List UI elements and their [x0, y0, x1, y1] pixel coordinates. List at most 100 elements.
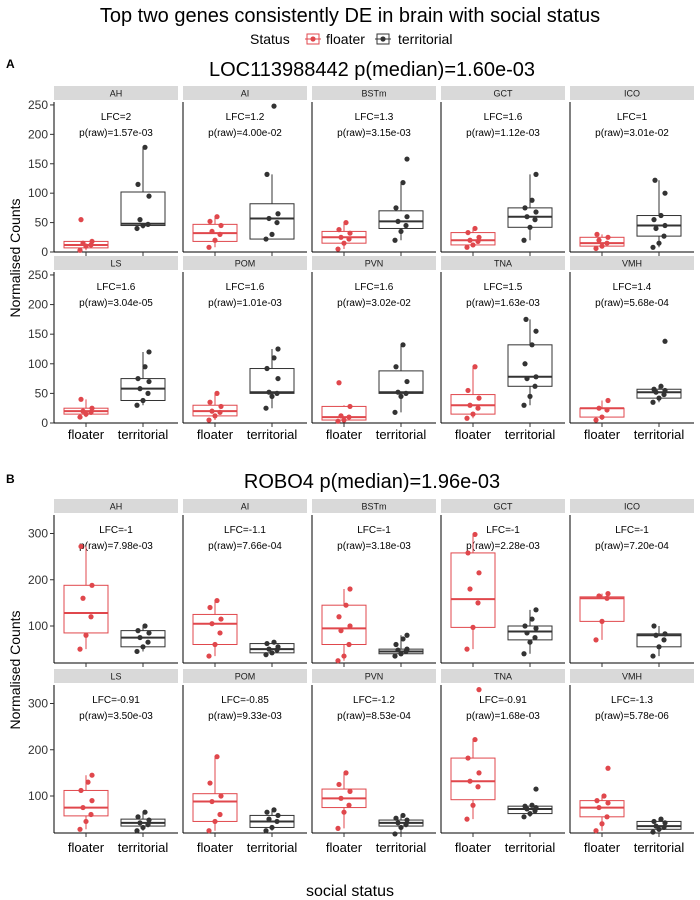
- data-point: [404, 632, 410, 638]
- data-point: [266, 389, 272, 395]
- legend-title: Status: [250, 31, 290, 47]
- data-point: [653, 225, 659, 232]
- data-point: [393, 205, 399, 211]
- y-tick-label: 200: [28, 743, 48, 757]
- facet-b-bstm: BSTm LFC=-1 p(raw)=3.18e-03: [311, 499, 436, 667]
- data-point: [476, 770, 482, 776]
- data-point: [653, 823, 659, 829]
- data-point: [593, 245, 599, 252]
- data-point: [80, 240, 86, 246]
- data-point: [594, 798, 600, 804]
- data-point: [662, 387, 668, 394]
- y-tick-label: 250: [28, 98, 48, 112]
- data-point: [527, 224, 533, 230]
- facet-label: TNA: [494, 672, 512, 682]
- data-point: [605, 800, 611, 806]
- x-tick-label: territorial: [247, 427, 298, 442]
- p-value-label: p(raw)=3.50e-03: [79, 711, 153, 722]
- data-point: [78, 396, 84, 402]
- box-iqr: [321, 604, 367, 645]
- data-point: [464, 816, 470, 822]
- data-point: [142, 144, 148, 150]
- x-tick-label: floater: [584, 427, 621, 442]
- lfc-label: LFC=1.6: [226, 282, 265, 293]
- data-point: [404, 214, 410, 220]
- x-tick-label: territorial: [376, 840, 427, 855]
- data-point: [467, 402, 473, 408]
- data-point: [212, 413, 218, 419]
- panel-b-plot: AH 100 200 300 LFC=-1 p(raw)=7.98e-03 AI LFC=-1…: [28, 499, 694, 855]
- data-point: [264, 171, 270, 177]
- data-point: [476, 570, 482, 576]
- data-point: [658, 816, 664, 822]
- p-value-label: p(raw)=4.00e-02: [208, 128, 282, 139]
- data-point: [661, 233, 667, 239]
- box-floater: [579, 397, 625, 423]
- lfc-label: LFC=-1.2: [353, 695, 395, 706]
- data-point: [347, 403, 353, 410]
- data-point: [596, 593, 602, 599]
- x-axis-label: social status: [306, 883, 394, 900]
- data-point: [269, 393, 275, 399]
- y-tick-label: 300: [28, 527, 48, 541]
- y-tick-label: 50: [35, 216, 49, 230]
- data-point: [656, 240, 662, 246]
- data-point: [275, 375, 281, 382]
- data-point: [605, 591, 611, 597]
- data-point: [134, 828, 140, 834]
- facet-label: AH: [110, 89, 123, 99]
- data-point: [135, 814, 141, 820]
- data-point: [274, 390, 280, 396]
- data-point: [146, 630, 152, 636]
- data-point: [404, 156, 410, 162]
- data-point: [146, 817, 152, 823]
- data-point: [404, 646, 410, 652]
- data-point: [335, 246, 341, 252]
- data-point: [137, 217, 143, 223]
- facet-a-tna: TNA LFC=1.5 p(raw)=1.63e-03 floater territor…: [440, 256, 565, 442]
- facet-label: GCT: [494, 89, 514, 99]
- data-point: [395, 389, 401, 395]
- data-point: [338, 628, 344, 634]
- data-point: [653, 632, 659, 638]
- data-point: [533, 625, 539, 631]
- y-tick-label: 100: [28, 619, 48, 633]
- data-point: [209, 621, 215, 627]
- facet-label: BSTm: [361, 89, 386, 99]
- data-point: [605, 765, 611, 771]
- p-value-label: p(raw)=3.02e-02: [337, 298, 411, 309]
- data-point: [465, 229, 471, 236]
- data-point: [77, 414, 83, 420]
- box-floater: [63, 543, 109, 652]
- data-point: [271, 639, 277, 645]
- facet-label: VMH: [622, 259, 642, 269]
- data-point: [650, 653, 656, 659]
- facet-b-pvn: PVN LFC=-1.2 p(raw)=8.53e-04 floater territo…: [311, 669, 436, 855]
- p-value-label: p(raw)=5.78e-06: [595, 711, 669, 722]
- facet-strip: [312, 669, 436, 683]
- facet-b-vmh: VMH LFC=-1.3 p(raw)=5.78e-06 floater territo…: [569, 669, 694, 855]
- data-point: [521, 814, 527, 820]
- data-point: [137, 820, 143, 826]
- data-point: [398, 651, 404, 657]
- data-point: [662, 338, 668, 344]
- data-point: [601, 793, 607, 799]
- panel-b-tag: B: [6, 472, 15, 486]
- data-point: [400, 342, 406, 348]
- data-point: [656, 644, 662, 650]
- data-point: [264, 365, 270, 372]
- box-floater: [450, 531, 496, 652]
- data-point: [522, 205, 528, 211]
- lfc-label: LFC=2: [101, 112, 132, 123]
- panel-a-ylabel: Normalised Counts: [7, 198, 23, 317]
- data-point: [266, 816, 272, 822]
- box-territorial: [378, 342, 424, 415]
- data-point: [651, 386, 657, 392]
- facet-strip: [54, 669, 178, 683]
- data-point: [212, 641, 218, 648]
- y-tick-label: 100: [28, 186, 48, 200]
- y-tick-label: 0: [41, 245, 48, 259]
- data-point: [271, 355, 277, 361]
- data-point: [472, 225, 478, 232]
- data-point: [275, 211, 281, 217]
